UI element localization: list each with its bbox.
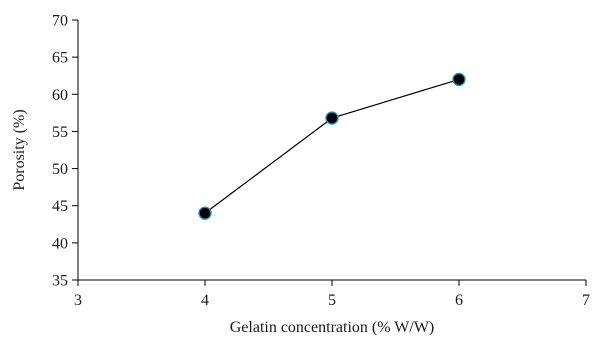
- x-tick-label: 6: [455, 292, 463, 309]
- x-tick-label: 4: [201, 292, 209, 309]
- x-tick-label: 3: [74, 292, 82, 309]
- series-layer: [198, 72, 466, 220]
- x-tick-label: 5: [328, 292, 336, 309]
- y-tick-label: 45: [52, 198, 68, 215]
- y-tick-label: 40: [52, 235, 68, 252]
- x-axis-title: Gelatin concentration (% W/W): [230, 319, 435, 336]
- y-tick-label: 55: [52, 124, 68, 141]
- series-line: [204, 78, 460, 214]
- x-axis: 3 4 5 6 7: [74, 279, 590, 309]
- y-tick-label: 60: [52, 87, 68, 104]
- x-tick-label: 7: [582, 292, 590, 309]
- y-tick-label: 65: [52, 50, 68, 67]
- data-point: [452, 72, 466, 87]
- y-axis-title: Porosity (%): [11, 109, 28, 190]
- y-tick-label: 70: [52, 13, 68, 30]
- y-axis: 35 40 45 50 55 60 65 70: [52, 13, 79, 290]
- data-point: [198, 206, 212, 220]
- y-tick-label: 50: [52, 161, 68, 178]
- y-tick-label: 35: [52, 273, 68, 290]
- data-point: [325, 111, 339, 125]
